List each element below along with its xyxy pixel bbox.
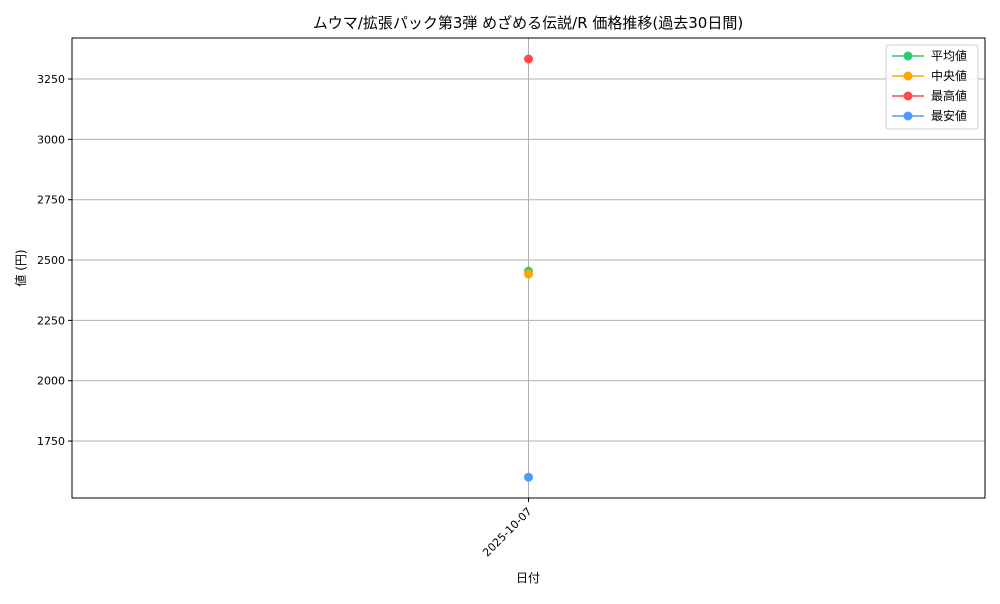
legend-label: 最安値	[931, 108, 967, 123]
y-tick-label: 3250	[37, 73, 65, 86]
y-tick-label: 2500	[37, 254, 65, 267]
data-point	[524, 269, 533, 279]
legend-marker	[903, 71, 913, 81]
chart-title: ムウマ/拡張パック第3弾 めざめる伝説/R 価格推移(過去30日間)	[313, 14, 743, 32]
legend-marker	[903, 51, 913, 61]
y-tick-label: 2750	[37, 194, 65, 207]
plot-area-frame	[71, 37, 986, 499]
x-tick-label: 2025-10-07	[480, 505, 534, 559]
y-axis-label: 値 (円)	[13, 249, 28, 286]
legend-marker	[903, 91, 913, 101]
legend-label: 最高値	[931, 88, 967, 103]
legend-label: 平均値	[931, 48, 967, 63]
data-point	[524, 472, 533, 482]
x-axis-label: 日付	[516, 571, 540, 585]
y-tick-label: 1750	[37, 435, 65, 448]
legend-frame	[885, 44, 979, 130]
data-point	[524, 54, 533, 64]
y-tick-label: 2250	[37, 314, 65, 327]
y-tick-label: 2000	[37, 375, 65, 388]
legend-marker	[903, 111, 913, 121]
y-tick-label: 3000	[37, 133, 65, 146]
legend-label: 中央値	[931, 68, 967, 83]
